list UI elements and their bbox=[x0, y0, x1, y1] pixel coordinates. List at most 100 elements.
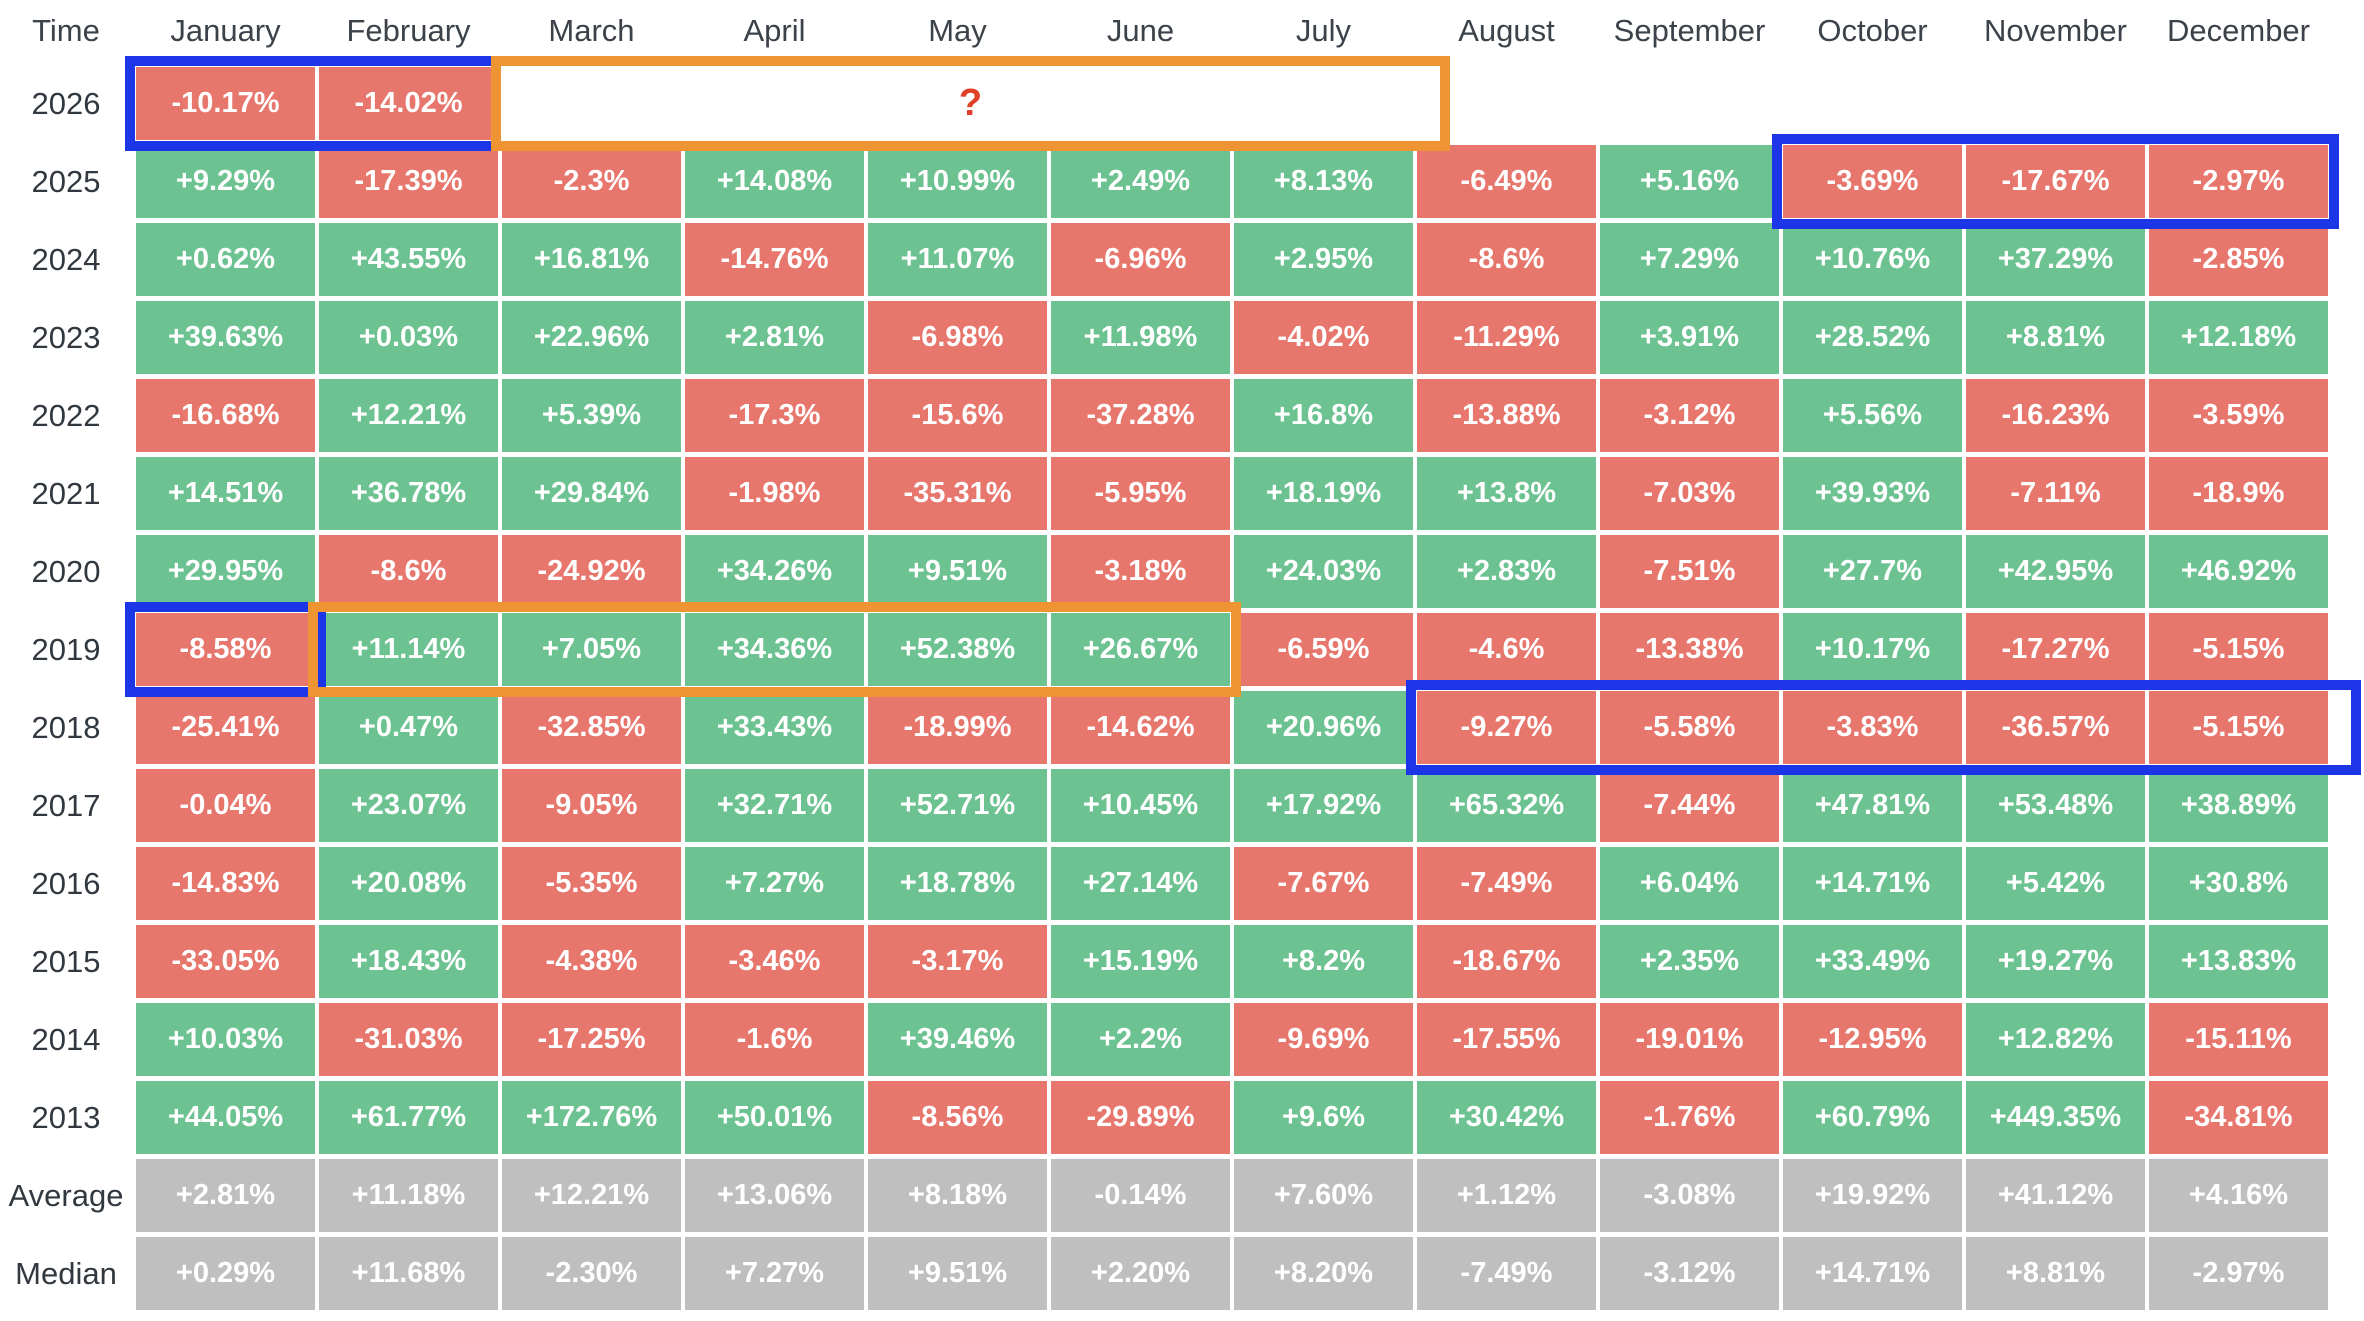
cell-2022-march: +5.39% bbox=[502, 379, 681, 452]
cell-2015-january: -33.05% bbox=[136, 925, 315, 998]
cell-2013-january: +44.05% bbox=[136, 1081, 315, 1154]
cell-2014-march: -17.25% bbox=[502, 1003, 681, 1076]
cell-2023-february: +0.03% bbox=[319, 301, 498, 374]
cell-2020-november: +42.95% bbox=[1966, 535, 2145, 608]
cell-2026-october bbox=[1783, 67, 1962, 140]
month-header-april: April bbox=[743, 13, 806, 48]
cell-2026-september bbox=[1600, 67, 1779, 140]
cell-2016-april: +7.27% bbox=[685, 847, 864, 920]
cell-median-august: -7.49% bbox=[1417, 1237, 1596, 1310]
row-label-2014: 2014 bbox=[31, 1021, 101, 1057]
cell-average-august: +1.12% bbox=[1417, 1159, 1596, 1232]
cell-2015-february: +18.43% bbox=[319, 925, 498, 998]
cell-2016-may: +18.78% bbox=[868, 847, 1047, 920]
cell-2021-september: -7.03% bbox=[1600, 457, 1779, 530]
cell-2014-january: +10.03% bbox=[136, 1003, 315, 1076]
month-header-august: August bbox=[1458, 13, 1555, 48]
cell-2014-october: -12.95% bbox=[1783, 1003, 1962, 1076]
cell-2015-september: +2.35% bbox=[1600, 925, 1779, 998]
cell-2023-july: -4.02% bbox=[1234, 301, 1413, 374]
cell-2016-june: +27.14% bbox=[1051, 847, 1230, 920]
cell-2023-april: +2.81% bbox=[685, 301, 864, 374]
cell-2022-june: -37.28% bbox=[1051, 379, 1230, 452]
month-header-november: November bbox=[1984, 13, 2127, 48]
cell-2019-february: +11.14% bbox=[319, 613, 498, 686]
row-label-2020: 2020 bbox=[31, 553, 101, 589]
month-header-january: January bbox=[170, 13, 281, 48]
cell-2013-april: +50.01% bbox=[685, 1081, 864, 1154]
cell-2015-april: -3.46% bbox=[685, 925, 864, 998]
cell-2013-september: -1.76% bbox=[1600, 1081, 1779, 1154]
cell-2015-november: +19.27% bbox=[1966, 925, 2145, 998]
cell-median-february: +11.68% bbox=[319, 1237, 498, 1310]
cell-2019-july: -6.59% bbox=[1234, 613, 1413, 686]
cell-2022-january: -16.68% bbox=[136, 379, 315, 452]
cell-2018-may: -18.99% bbox=[868, 691, 1047, 764]
month-header-june: June bbox=[1106, 13, 1175, 48]
cell-2026-july bbox=[1234, 67, 1413, 140]
cell-2018-december: -5.15% bbox=[2149, 691, 2328, 764]
cell-2013-december: -34.81% bbox=[2149, 1081, 2328, 1154]
cell-2016-august: -7.49% bbox=[1417, 847, 1596, 920]
cell-2025-august: -6.49% bbox=[1417, 145, 1596, 218]
cell-average-march: +12.21% bbox=[502, 1159, 681, 1232]
cell-2014-december: -15.11% bbox=[2149, 1003, 2328, 1076]
cell-2019-april: +34.36% bbox=[685, 613, 864, 686]
cell-median-march: -2.30% bbox=[502, 1237, 681, 1310]
cell-2017-march: -9.05% bbox=[502, 769, 681, 842]
row-label-2024: 2024 bbox=[31, 241, 101, 277]
cell-2022-september: -3.12% bbox=[1600, 379, 1779, 452]
cell-2026-january: -10.17% bbox=[136, 67, 315, 140]
cell-2025-october: -3.69% bbox=[1783, 145, 1962, 218]
cell-median-may: +9.51% bbox=[868, 1237, 1047, 1310]
cell-2013-november: +449.35% bbox=[1966, 1081, 2145, 1154]
cell-2024-may: +11.07% bbox=[868, 223, 1047, 296]
cell-2017-november: +53.48% bbox=[1966, 769, 2145, 842]
cell-2022-december: -3.59% bbox=[2149, 379, 2328, 452]
row-label-2018: 2018 bbox=[31, 709, 101, 745]
cell-average-may: +8.18% bbox=[868, 1159, 1047, 1232]
month-header-december: December bbox=[2167, 13, 2310, 48]
cell-2015-march: -4.38% bbox=[502, 925, 681, 998]
cell-median-january: +0.29% bbox=[136, 1237, 315, 1310]
cell-average-july: +7.60% bbox=[1234, 1159, 1413, 1232]
cell-2014-july: -9.69% bbox=[1234, 1003, 1413, 1076]
row-label-2026: 2026 bbox=[31, 85, 101, 121]
cell-median-june: +2.20% bbox=[1051, 1237, 1230, 1310]
cell-2020-february: -8.6% bbox=[319, 535, 498, 608]
cell-average-november: +41.12% bbox=[1966, 1159, 2145, 1232]
cell-average-february: +11.18% bbox=[319, 1159, 498, 1232]
cell-2020-september: -7.51% bbox=[1600, 535, 1779, 608]
corner-label-time: Time bbox=[32, 13, 100, 48]
cell-2017-january: -0.04% bbox=[136, 769, 315, 842]
cell-median-april: +7.27% bbox=[685, 1237, 864, 1310]
month-header-march: March bbox=[548, 13, 635, 48]
cell-2015-july: +8.2% bbox=[1234, 925, 1413, 998]
cell-2020-december: +46.92% bbox=[2149, 535, 2328, 608]
cell-2014-may: +39.46% bbox=[868, 1003, 1047, 1076]
cell-2017-july: +17.92% bbox=[1234, 769, 1413, 842]
cell-2023-december: +12.18% bbox=[2149, 301, 2328, 374]
cell-2020-october: +27.7% bbox=[1783, 535, 1962, 608]
cell-2018-february: +0.47% bbox=[319, 691, 498, 764]
cell-2024-june: -6.96% bbox=[1051, 223, 1230, 296]
cell-2018-september: -5.58% bbox=[1600, 691, 1779, 764]
cell-2016-january: -14.83% bbox=[136, 847, 315, 920]
cell-2016-march: -5.35% bbox=[502, 847, 681, 920]
cell-2018-april: +33.43% bbox=[685, 691, 864, 764]
cell-2021-january: +14.51% bbox=[136, 457, 315, 530]
cell-2025-september: +5.16% bbox=[1600, 145, 1779, 218]
row-label-2019: 2019 bbox=[31, 631, 101, 667]
cell-2022-july: +16.8% bbox=[1234, 379, 1413, 452]
cell-2018-july: +20.96% bbox=[1234, 691, 1413, 764]
cell-2016-october: +14.71% bbox=[1783, 847, 1962, 920]
cell-2020-july: +24.03% bbox=[1234, 535, 1413, 608]
cell-2017-may: +52.71% bbox=[868, 769, 1047, 842]
cell-2024-august: -8.6% bbox=[1417, 223, 1596, 296]
row-label-2025: 2025 bbox=[31, 163, 101, 199]
cell-2026-december bbox=[2149, 67, 2328, 140]
cell-2017-june: +10.45% bbox=[1051, 769, 1230, 842]
cell-2023-may: -6.98% bbox=[868, 301, 1047, 374]
cell-2025-february: -17.39% bbox=[319, 145, 498, 218]
cell-2024-october: +10.76% bbox=[1783, 223, 1962, 296]
